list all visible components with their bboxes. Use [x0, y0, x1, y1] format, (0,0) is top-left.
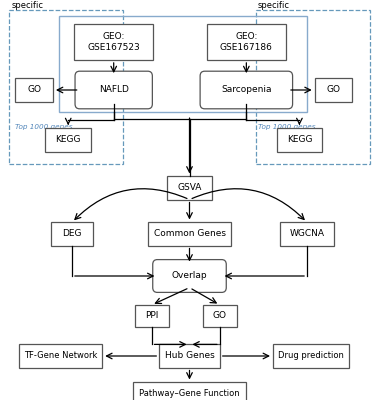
Text: Hub Genes: Hub Genes	[164, 352, 215, 360]
FancyBboxPatch shape	[15, 78, 53, 102]
FancyBboxPatch shape	[200, 71, 293, 109]
FancyBboxPatch shape	[277, 128, 322, 152]
Text: PPI: PPI	[145, 312, 158, 320]
Text: GEO:
GSE167523: GEO: GSE167523	[87, 32, 140, 52]
Text: Top 1000 genes: Top 1000 genes	[258, 124, 315, 130]
FancyBboxPatch shape	[315, 78, 352, 102]
FancyBboxPatch shape	[74, 24, 153, 60]
Text: GO: GO	[213, 312, 227, 320]
Text: Overlap: Overlap	[172, 272, 207, 280]
Text: WGCNA: WGCNA	[290, 230, 324, 238]
Text: GSVA: GSVA	[177, 184, 202, 192]
Text: GO: GO	[327, 86, 340, 94]
Text: Pathway–Gene Function: Pathway–Gene Function	[139, 390, 240, 398]
Text: GO: GO	[27, 86, 41, 94]
FancyBboxPatch shape	[280, 222, 334, 246]
FancyBboxPatch shape	[45, 128, 91, 152]
Text: NAFLD: NAFLD	[99, 86, 128, 94]
Text: Top 1000 genes: Top 1000 genes	[15, 124, 73, 130]
Text: DEG: DEG	[62, 230, 82, 238]
Text: Common Genes: Common Genes	[153, 230, 226, 238]
FancyBboxPatch shape	[207, 24, 286, 60]
FancyBboxPatch shape	[19, 344, 102, 368]
Text: GEO:
GSE167186: GEO: GSE167186	[220, 32, 273, 52]
FancyBboxPatch shape	[159, 344, 220, 368]
Text: Sarcopenia: Sarcopenia	[221, 86, 272, 94]
FancyBboxPatch shape	[51, 222, 93, 246]
FancyBboxPatch shape	[133, 382, 246, 400]
Text: KEGG: KEGG	[55, 136, 81, 144]
Text: TF-Gene Network: TF-Gene Network	[24, 352, 97, 360]
FancyBboxPatch shape	[203, 305, 237, 327]
FancyBboxPatch shape	[75, 71, 152, 109]
FancyBboxPatch shape	[135, 305, 169, 327]
Text: Sarcopenia
specific: Sarcopenia specific	[258, 0, 305, 10]
Text: Drug prediction: Drug prediction	[278, 352, 344, 360]
FancyBboxPatch shape	[167, 176, 212, 200]
Text: NAFLD
specific: NAFLD specific	[11, 0, 43, 10]
FancyBboxPatch shape	[153, 260, 226, 292]
FancyBboxPatch shape	[148, 222, 231, 246]
Text: KEGG: KEGG	[287, 136, 312, 144]
FancyBboxPatch shape	[273, 344, 349, 368]
